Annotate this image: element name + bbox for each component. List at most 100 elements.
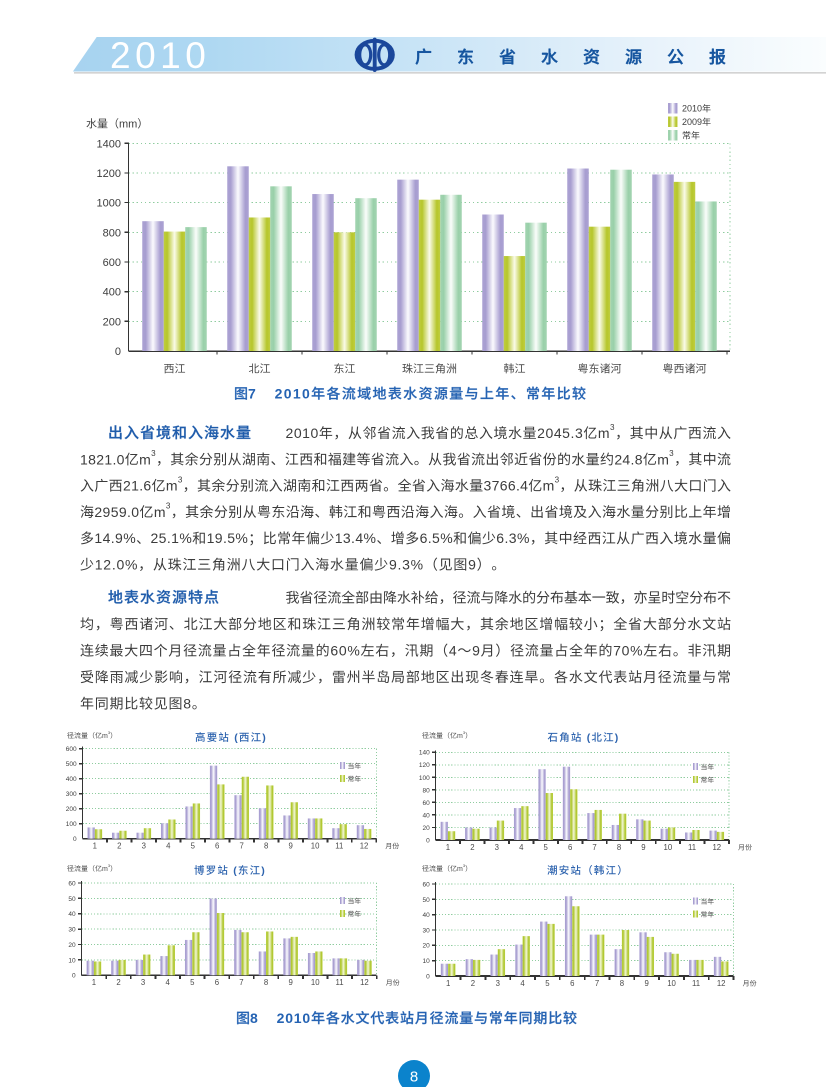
svg-text:3: 3	[142, 842, 146, 851]
svg-text:): )	[615, 732, 620, 744]
svg-text:200: 200	[103, 316, 121, 328]
svg-text:13.4%: 13.4%	[335, 530, 377, 546]
svg-text:2010: 2010	[275, 386, 312, 402]
svg-text:2010: 2010	[286, 425, 319, 441]
svg-text:10: 10	[667, 979, 676, 988]
svg-text:20: 20	[422, 825, 430, 832]
svg-text:1821.0: 1821.0	[80, 451, 125, 467]
svg-text:3: 3	[669, 449, 674, 458]
svg-text:m: m	[102, 733, 108, 740]
svg-text:0: 0	[72, 973, 76, 980]
svg-text:10: 10	[311, 842, 320, 851]
svg-text:3766.4: 3766.4	[484, 478, 529, 494]
svg-text:6: 6	[215, 842, 219, 851]
svg-text:3: 3	[108, 730, 111, 735]
svg-text:6: 6	[570, 979, 574, 988]
svg-text:8: 8	[183, 696, 192, 712]
svg-text:1400: 1400	[97, 138, 121, 150]
svg-text:60: 60	[422, 881, 430, 888]
svg-text:10: 10	[664, 843, 673, 852]
svg-text:2: 2	[117, 842, 121, 851]
svg-text:): )	[262, 732, 267, 744]
svg-text:3: 3	[151, 449, 156, 458]
svg-text:10: 10	[311, 978, 320, 987]
svg-text:80: 80	[422, 787, 430, 794]
svg-text:70%: 70%	[613, 643, 643, 659]
svg-text:): )	[261, 865, 266, 877]
svg-text:2009: 2009	[682, 117, 702, 127]
svg-text:9: 9	[472, 643, 481, 659]
svg-text:3: 3	[108, 863, 111, 868]
svg-text:12: 12	[360, 842, 369, 851]
svg-text:11: 11	[688, 843, 696, 852]
svg-text:120: 120	[419, 762, 430, 769]
svg-text:m: m	[166, 478, 178, 494]
svg-text:8: 8	[264, 842, 268, 851]
svg-text:m: m	[139, 451, 151, 467]
svg-text:5: 5	[191, 842, 196, 851]
svg-text:m: m	[457, 866, 463, 873]
svg-text:400: 400	[103, 287, 121, 299]
svg-text:0: 0	[426, 837, 430, 844]
svg-text:12: 12	[712, 843, 721, 852]
svg-text:3: 3	[610, 423, 615, 432]
svg-text:2010: 2010	[277, 1010, 311, 1026]
svg-text:11: 11	[692, 979, 700, 988]
svg-text:3: 3	[555, 475, 560, 484]
svg-text:9: 9	[288, 978, 292, 987]
svg-text:12.0%: 12.0%	[95, 557, 138, 573]
svg-text:20: 20	[422, 943, 430, 950]
svg-text:10: 10	[68, 957, 76, 964]
svg-text:2045.3: 2045.3	[537, 425, 583, 441]
svg-text:8: 8	[620, 979, 624, 988]
svg-text:60%: 60%	[330, 643, 360, 659]
svg-text:m: m	[457, 733, 463, 740]
svg-text:m: m	[657, 451, 669, 467]
svg-text:30: 30	[422, 927, 430, 934]
svg-text:7: 7	[239, 978, 243, 987]
svg-text:40: 40	[422, 812, 430, 819]
svg-text:25.1%: 25.1%	[151, 530, 193, 546]
svg-text:5: 5	[544, 843, 549, 852]
svg-text:140: 140	[419, 750, 430, 757]
svg-text:3: 3	[463, 730, 466, 735]
svg-text:6: 6	[568, 843, 572, 852]
svg-text:11: 11	[335, 978, 343, 987]
svg-text:1: 1	[92, 978, 96, 987]
svg-text:100: 100	[66, 821, 77, 828]
svg-text:1: 1	[446, 979, 450, 988]
svg-text:7: 7	[240, 842, 244, 851]
svg-text:50: 50	[422, 897, 430, 904]
svg-text:14.9%: 14.9%	[94, 530, 136, 546]
svg-text:m: m	[154, 504, 166, 520]
svg-text:8: 8	[250, 1010, 258, 1026]
svg-text:200: 200	[66, 806, 77, 813]
svg-text:5: 5	[545, 979, 550, 988]
svg-text:5: 5	[190, 978, 195, 987]
svg-text:50: 50	[68, 896, 76, 903]
svg-text:3: 3	[463, 863, 466, 868]
svg-text:9: 9	[641, 843, 645, 852]
svg-text:7: 7	[248, 386, 256, 402]
svg-text:(: (	[587, 732, 592, 744]
svg-text:0: 0	[115, 346, 121, 358]
svg-text:4: 4	[166, 978, 171, 987]
svg-text:60: 60	[68, 880, 76, 887]
svg-text:40: 40	[422, 912, 430, 919]
svg-text:4: 4	[449, 643, 458, 659]
svg-text:1000: 1000	[97, 198, 121, 210]
svg-text:2: 2	[116, 978, 120, 987]
svg-text:4: 4	[520, 979, 525, 988]
svg-text:21.6: 21.6	[123, 478, 152, 494]
svg-text:400: 400	[66, 776, 77, 783]
svg-text:7: 7	[592, 843, 596, 852]
svg-text:(: (	[233, 865, 238, 877]
svg-text:8: 8	[617, 843, 621, 852]
svg-text:30: 30	[68, 927, 76, 934]
svg-text:2959.0: 2959.0	[94, 504, 139, 520]
svg-text:3: 3	[496, 979, 500, 988]
svg-text:60: 60	[422, 800, 430, 807]
svg-text:4: 4	[519, 843, 524, 852]
svg-text:10: 10	[422, 958, 430, 965]
svg-text:1200: 1200	[97, 168, 121, 180]
